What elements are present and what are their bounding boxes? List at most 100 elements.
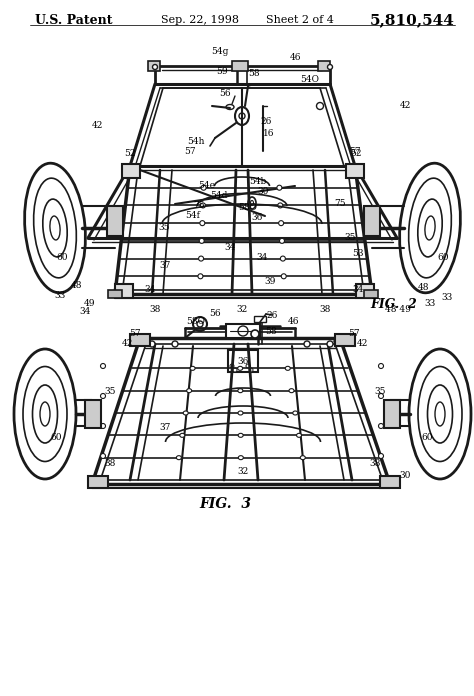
Text: 35: 35 <box>104 386 116 395</box>
Text: 60: 60 <box>56 253 68 262</box>
Ellipse shape <box>297 434 301 437</box>
Text: 32: 32 <box>237 305 247 313</box>
Bar <box>232 61 248 71</box>
Text: 5,810,544: 5,810,544 <box>370 13 455 27</box>
Bar <box>228 350 258 372</box>
Ellipse shape <box>327 341 333 347</box>
Bar <box>108 290 122 298</box>
Text: 38: 38 <box>149 305 161 313</box>
Ellipse shape <box>199 238 204 244</box>
Ellipse shape <box>238 388 243 393</box>
Ellipse shape <box>201 185 206 190</box>
Text: 42: 42 <box>399 102 410 111</box>
Ellipse shape <box>328 65 332 70</box>
Text: FIG.  2: FIG. 2 <box>370 297 417 310</box>
Text: 33: 33 <box>55 292 65 301</box>
Text: 16: 16 <box>263 129 275 139</box>
Ellipse shape <box>289 388 294 393</box>
Ellipse shape <box>198 274 203 279</box>
Ellipse shape <box>199 256 203 261</box>
Ellipse shape <box>237 366 243 370</box>
Text: 38: 38 <box>369 459 381 468</box>
Bar <box>254 316 266 322</box>
Text: 58O: 58O <box>238 203 257 212</box>
Ellipse shape <box>100 393 106 399</box>
Text: 54d: 54d <box>210 191 228 200</box>
Ellipse shape <box>149 341 155 347</box>
Bar <box>318 61 330 71</box>
Ellipse shape <box>379 423 383 429</box>
Text: 48: 48 <box>71 281 83 290</box>
Text: 52: 52 <box>124 148 136 157</box>
Ellipse shape <box>251 330 259 338</box>
Text: 54f: 54f <box>185 212 201 221</box>
Text: 26: 26 <box>266 312 278 320</box>
Text: 58: 58 <box>248 70 260 79</box>
Text: 33: 33 <box>441 294 453 303</box>
Bar <box>85 400 101 428</box>
Ellipse shape <box>190 366 195 370</box>
Bar <box>380 476 400 488</box>
Bar <box>364 290 378 298</box>
Ellipse shape <box>153 65 157 70</box>
Ellipse shape <box>279 221 283 226</box>
Text: U.S. Patent: U.S. Patent <box>35 13 112 26</box>
Ellipse shape <box>180 434 185 437</box>
Bar <box>335 334 355 346</box>
Text: 42: 42 <box>121 340 133 349</box>
Bar <box>122 164 140 178</box>
Ellipse shape <box>230 364 234 368</box>
Ellipse shape <box>280 238 284 244</box>
Text: 48 49: 48 49 <box>385 305 411 313</box>
Text: 42: 42 <box>356 340 368 349</box>
Ellipse shape <box>100 454 106 459</box>
Ellipse shape <box>187 388 191 393</box>
Text: 34: 34 <box>79 306 91 315</box>
Text: 38: 38 <box>319 305 331 313</box>
Text: 57: 57 <box>348 329 360 338</box>
Ellipse shape <box>379 393 383 399</box>
Text: 37: 37 <box>159 262 171 271</box>
Text: 60: 60 <box>50 434 62 443</box>
Text: 49: 49 <box>84 299 96 308</box>
Text: 42: 42 <box>91 122 103 131</box>
Ellipse shape <box>201 203 206 208</box>
Text: 39: 39 <box>264 276 276 285</box>
Text: 48: 48 <box>418 283 430 292</box>
Text: 59: 59 <box>216 68 228 77</box>
Ellipse shape <box>200 221 205 226</box>
Text: 57: 57 <box>349 148 361 157</box>
Text: 60: 60 <box>437 253 449 262</box>
Text: 38: 38 <box>104 459 116 468</box>
Ellipse shape <box>238 456 243 459</box>
Bar <box>115 284 133 298</box>
Text: 54b: 54b <box>249 177 267 186</box>
Ellipse shape <box>238 434 243 437</box>
Bar <box>130 334 150 346</box>
Ellipse shape <box>249 368 253 372</box>
Text: 58O: 58O <box>186 317 206 326</box>
Text: 35: 35 <box>344 233 356 242</box>
Ellipse shape <box>176 456 182 459</box>
Ellipse shape <box>281 256 285 261</box>
Text: 60: 60 <box>421 434 433 443</box>
Ellipse shape <box>304 341 310 347</box>
Text: Sep. 22, 1998: Sep. 22, 1998 <box>161 15 239 25</box>
Text: 75: 75 <box>193 202 205 210</box>
Text: 30: 30 <box>257 187 269 196</box>
Bar <box>364 206 380 236</box>
Ellipse shape <box>183 411 188 415</box>
Text: 54g: 54g <box>211 47 228 56</box>
Bar <box>356 284 374 298</box>
Ellipse shape <box>277 185 282 190</box>
Ellipse shape <box>100 363 106 368</box>
Text: 35: 35 <box>158 223 170 232</box>
Text: 26: 26 <box>260 116 272 125</box>
Text: 58: 58 <box>265 326 277 335</box>
Text: 54O: 54O <box>301 74 319 84</box>
Ellipse shape <box>317 102 323 109</box>
Bar <box>346 164 364 178</box>
Ellipse shape <box>246 364 250 368</box>
Text: 46: 46 <box>288 317 300 326</box>
Text: 57: 57 <box>184 148 196 157</box>
